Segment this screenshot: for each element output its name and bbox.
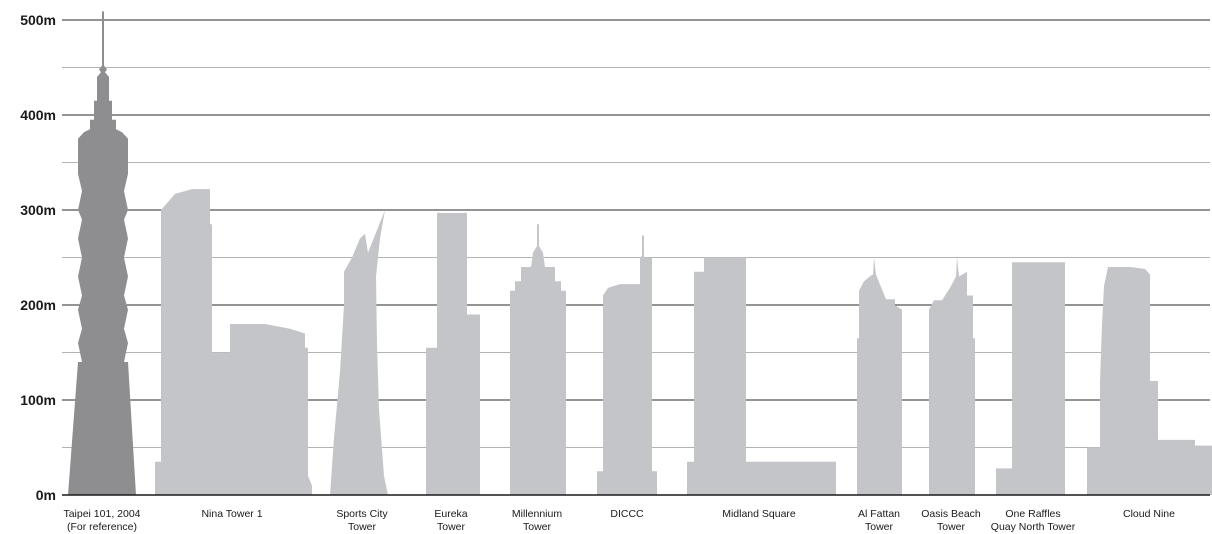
building-silhouette-8 bbox=[857, 257, 902, 495]
y-tick-label: 400m bbox=[20, 107, 56, 123]
y-tick-label: 500m bbox=[20, 12, 56, 28]
building-silhouette-9 bbox=[929, 257, 975, 495]
building-silhouette-11 bbox=[1087, 267, 1212, 495]
building-label: Cloud Nine bbox=[1123, 508, 1175, 520]
building-silhouette-1 bbox=[68, 11, 136, 496]
building-label: Taipei 101, 2004 (For reference) bbox=[63, 508, 140, 533]
building-label: Al Fattan Tower bbox=[858, 508, 900, 533]
building-silhouette-6 bbox=[597, 235, 657, 495]
building-label: One Raffles Quay North Tower bbox=[991, 508, 1076, 533]
y-tick-label: 300m bbox=[20, 202, 56, 218]
y-tick-label: 100m bbox=[20, 392, 56, 408]
building-label: Midland Square bbox=[722, 508, 796, 520]
building-silhouette-7 bbox=[687, 257, 836, 495]
building-silhouette-10 bbox=[996, 262, 1065, 495]
building-silhouette-4 bbox=[426, 212, 480, 495]
building-label: Millennium Tower bbox=[512, 508, 562, 533]
building-label: Eureka Tower bbox=[434, 508, 467, 533]
building-labels: Taipei 101, 2004 (For reference) Nina Towe… bbox=[63, 508, 1175, 533]
y-tick-label: 200m bbox=[20, 297, 56, 313]
building-label: Nina Tower 1 bbox=[201, 508, 262, 520]
building-silhouette-5 bbox=[510, 224, 566, 496]
building-label: DICCC bbox=[610, 508, 644, 520]
building-silhouette-3 bbox=[330, 210, 388, 495]
y-tick-label: 0m bbox=[36, 487, 56, 503]
building-silhouettes bbox=[68, 11, 1212, 496]
building-silhouette-2 bbox=[155, 189, 312, 495]
building-label: Sports City Tower bbox=[336, 508, 388, 533]
building-label: Oasis Beach Tower bbox=[921, 508, 981, 533]
y-axis-tick-labels: 0m 100m 200m 300m 400m 500m bbox=[20, 12, 56, 503]
